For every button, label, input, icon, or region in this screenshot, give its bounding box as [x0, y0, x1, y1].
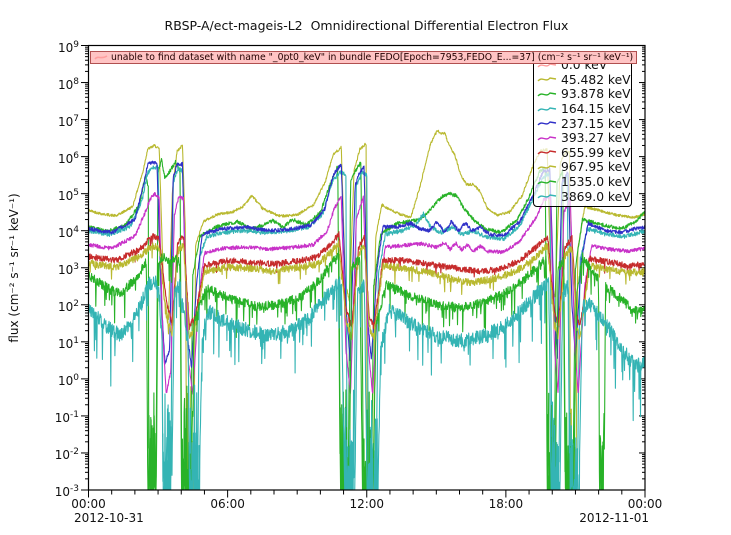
series-line-393-27-kev — [88, 192, 645, 395]
y-tick-label: 101 — [57, 335, 79, 351]
x-tick-label: 12:00 — [349, 497, 385, 511]
legend-entry-label: 164.15 keV — [561, 102, 631, 117]
x-tick-label: 00:00 — [627, 497, 663, 511]
series-line-3869-0-kev — [88, 275, 645, 490]
legend-entry[interactable]: 3869.0 keV — [534, 189, 631, 204]
series-line-icon — [537, 165, 557, 170]
series-line-icon — [537, 136, 557, 141]
legend-entry-label: 655.99 keV — [561, 145, 631, 160]
x-axis-date-label: 2012-11-01 — [579, 511, 649, 525]
error-series-line-icon — [94, 55, 108, 60]
series-line-icon — [537, 121, 557, 126]
y-tick-label: 10-2 — [54, 446, 79, 462]
y-axis-label: flux (cm⁻² s⁻¹ sr⁻¹ keV⁻¹) — [7, 193, 21, 343]
legend-box: 0.0 keV 45.482 keV 93.878 keV 164.15 keV 237… — [533, 55, 632, 207]
series-line-967-95-kev — [88, 240, 645, 341]
legend-entry[interactable]: 393.27 keV — [534, 131, 631, 146]
series-line-icon — [537, 92, 557, 97]
y-tick-label: 102 — [57, 298, 79, 314]
y-tick-label: 109 — [57, 39, 79, 55]
y-tick-label: 106 — [57, 150, 79, 166]
legend-entry-label: 1535.0 keV — [561, 175, 631, 190]
series-line-icon — [537, 194, 557, 199]
y-tick-label: 103 — [57, 261, 79, 277]
y-tick-label: 100 — [57, 372, 79, 388]
x-axis-date-label: 2012-10-31 — [74, 511, 144, 525]
y-tick-label: 104 — [57, 224, 79, 240]
x-tick-label: 06:00 — [210, 497, 245, 511]
y-tick-label: 10-1 — [54, 409, 79, 425]
legend-entry[interactable]: 1535.0 keV — [534, 175, 631, 190]
legend-entry-label: 967.95 keV — [561, 160, 631, 175]
y-tick-label: 10-3 — [54, 484, 79, 499]
series-line-icon — [537, 179, 557, 185]
series-line-icon — [537, 106, 557, 112]
legend-entry-label: 93.878 keV — [561, 87, 631, 102]
legend-entry-label: 393.27 keV — [561, 131, 631, 146]
y-tick-label: 105 — [57, 187, 79, 203]
x-tick-label: 18:00 — [488, 497, 524, 511]
legend-entry-label: 3869.0 keV — [561, 189, 631, 204]
legend-entry-label: 45.482 keV — [561, 72, 631, 87]
series-line-164-15-kev — [88, 164, 645, 490]
y-tick-label: 107 — [57, 113, 79, 129]
warning-text: unable to find dataset with name "_0pt0_… — [111, 52, 634, 63]
legend-entry[interactable]: 45.482 keV — [534, 73, 631, 88]
legend-entry[interactable]: 237.15 keV — [534, 116, 631, 131]
x-tick-label: 00:00 — [71, 497, 106, 511]
series-line-icon — [537, 150, 557, 155]
legend-entry[interactable]: 164.15 keV — [534, 102, 631, 117]
y-tick-label: 108 — [57, 76, 79, 92]
legend-entry[interactable]: 967.95 keV — [534, 160, 631, 175]
legend-entry[interactable]: 655.99 keV — [534, 146, 631, 161]
series-line-icon — [537, 77, 557, 82]
plot-title: RBSP-A/ect-mageis-L2 Omnidirectional Dif… — [164, 18, 569, 33]
legend-entry[interactable]: 93.878 keV — [534, 87, 631, 102]
series-line-655-99-kev — [88, 231, 645, 331]
legend-entry-label: 237.15 keV — [561, 116, 631, 131]
warning-banner[interactable]: unable to find dataset with name "_0pt0_… — [90, 51, 638, 64]
